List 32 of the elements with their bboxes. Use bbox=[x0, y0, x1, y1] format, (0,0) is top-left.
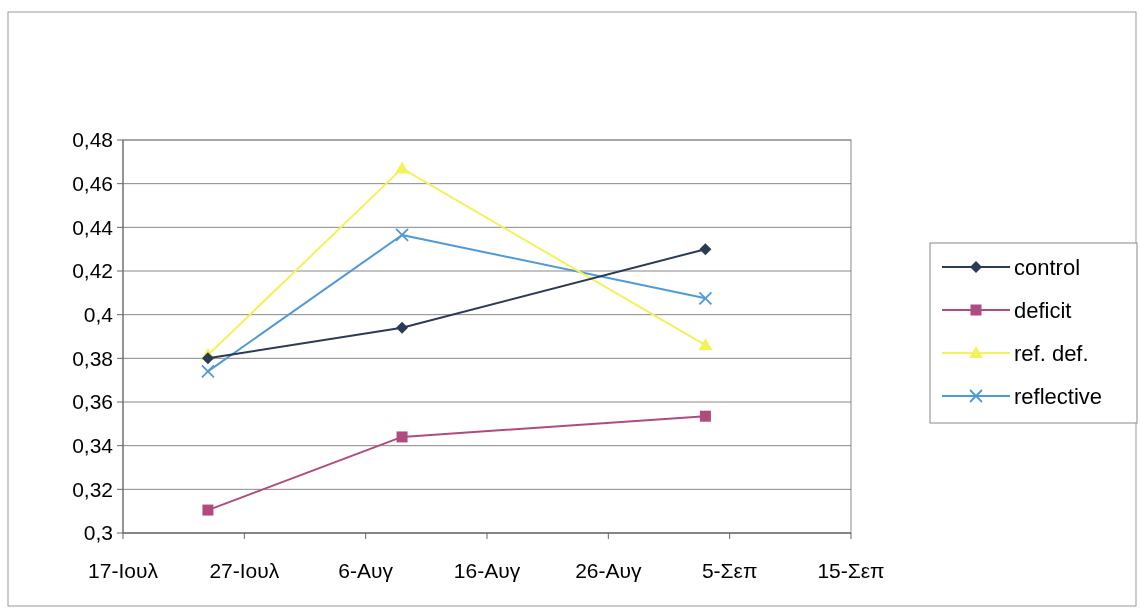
point bbox=[699, 243, 712, 256]
y-tick-label: 0,42 bbox=[72, 259, 113, 283]
x-tick-label: 26-Αυγ bbox=[575, 559, 642, 582]
point bbox=[395, 161, 410, 174]
y-tick-label: 0,32 bbox=[72, 477, 113, 501]
point bbox=[201, 352, 214, 365]
y-tick-label: 0,34 bbox=[72, 434, 114, 458]
y-tick-label: 0,44 bbox=[72, 215, 114, 239]
legend-label: ref. def. bbox=[1014, 340, 1089, 366]
y-tick-label: 0,38 bbox=[72, 346, 113, 370]
y-tick-label: 0,3 bbox=[83, 521, 113, 545]
point bbox=[201, 364, 215, 379]
x-tick-label: 17-Ιουλ bbox=[88, 559, 159, 582]
x-tick-label: 5-Σεπ bbox=[701, 559, 758, 582]
y-tick-label: 0,4 bbox=[83, 303, 114, 327]
point bbox=[698, 338, 713, 351]
point bbox=[699, 410, 711, 422]
legend-label: control bbox=[1014, 254, 1081, 280]
x-tick-label: 16-Αυγ bbox=[453, 559, 521, 582]
point bbox=[395, 228, 409, 242]
x-tick-label: 15-Σεπ bbox=[817, 559, 885, 582]
y-tick-label: 0,36 bbox=[72, 390, 113, 414]
point bbox=[396, 321, 409, 334]
x-tick-label: 27-Ιουλ bbox=[209, 559, 280, 582]
x-tick-label: 6-Αυγ bbox=[338, 559, 394, 582]
y-tick-label: 0,48 bbox=[72, 128, 113, 152]
legend-label: reflective bbox=[1014, 383, 1103, 409]
y-tick-label: 0,46 bbox=[72, 172, 113, 196]
point bbox=[202, 504, 214, 516]
legend-label: deficit bbox=[1014, 297, 1072, 323]
point bbox=[698, 291, 713, 306]
point bbox=[396, 431, 408, 443]
